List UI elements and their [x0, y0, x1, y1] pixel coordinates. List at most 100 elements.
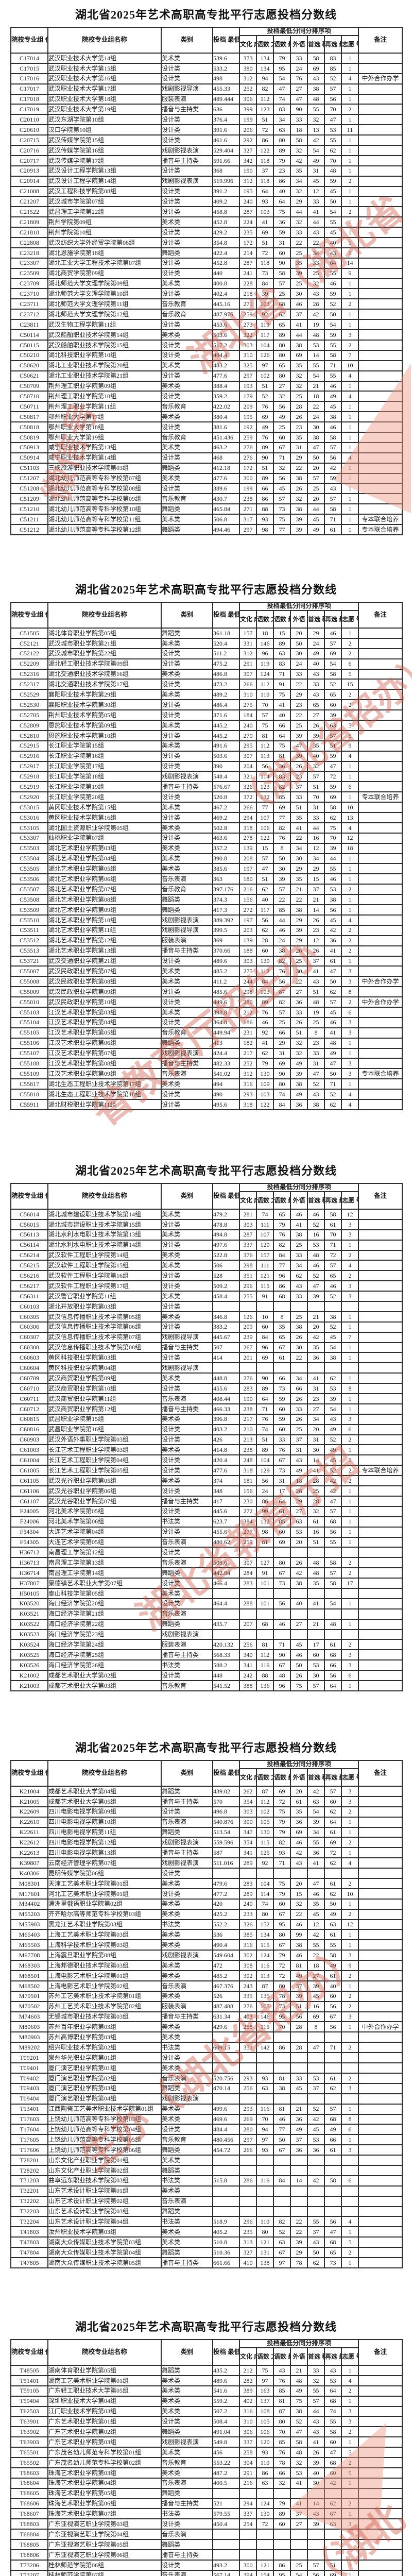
cell-yushu-sum: 138: [256, 2257, 274, 2268]
cell-yushu-max: 60: [273, 1423, 291, 1435]
cell-code: K22612: [10, 1837, 48, 1849]
cell-category: 播音与主持类: [161, 1495, 213, 1507]
cell-yushu-sum: 82: [256, 83, 274, 95]
cell-yushu-max: 82: [273, 781, 291, 793]
cell-first-subject: 50: [307, 452, 325, 464]
cell-reselect-max: 61: [324, 1826, 342, 1838]
cell-score: 359.2: [212, 391, 240, 402]
cell-code: T31203: [10, 2175, 48, 2187]
cell-score: 414.8: [212, 1444, 240, 1456]
cell-name: 广东亚视演艺职业学院第04组: [47, 2529, 162, 2540]
cell-yushu-sum: 93: [256, 196, 274, 208]
table-row: C17018 武汉职业技术大学第18组 服装表演 489.444 306 112 74 47 4…: [10, 93, 403, 105]
cell-code: C55104: [10, 1016, 48, 1028]
cell-foreign: 90: [290, 104, 308, 115]
cell-yushu-sum: 93: [256, 2144, 274, 2156]
cell-culture: [239, 2529, 257, 2540]
cell-first-subject: 12: [307, 185, 325, 197]
cell-code: C50913: [10, 442, 48, 453]
cell-score: 485.6: [212, 986, 240, 998]
cell-code: F24006: [10, 1516, 48, 1528]
cell-culture: 291: [239, 658, 257, 670]
cell-yushu-sum: 117: [256, 904, 274, 916]
cell-yushu-sum: 134: [256, 53, 274, 64]
table-row: M80903 苏州高博职业学院第03组 美术类: [10, 2031, 403, 2043]
cell-category: 美术类: [161, 2155, 213, 2166]
page-title: 湖北省2025年艺术高职高专批平行志愿投档分数线: [75, 1741, 337, 1754]
cell-remark: [358, 1413, 403, 1425]
cell-reselect-max: 74: [324, 2405, 342, 2417]
cell-yushu-max: 87: [273, 2405, 291, 2417]
cell-yushu-max: 31: [273, 1475, 291, 1487]
cell-remark: [358, 2365, 403, 2376]
cell-name: 曲阜远东职业技术学院第03组: [47, 2175, 162, 2187]
cell-remark: [358, 2206, 403, 2217]
cell-name: 广东轻工职业技术大学第05组: [47, 2385, 162, 2397]
table-row: C61005 长江艺术工程职业学院第05组 设计类 477.6 318 129 73 49 41…: [10, 1465, 403, 1477]
cell-first-subject: 16: [307, 2001, 325, 2012]
cell-first-subject: 55: [307, 360, 325, 371]
cell-yushu-max: [273, 2052, 291, 2064]
cell-yushu-max: 80: [273, 1980, 291, 1992]
table-row: C20913 武汉设计工程学院第13组 设计类 368 190 37 23 35 31 48 1: [10, 165, 403, 177]
cell-name: 武汉信息传播职业技术学院第06组: [47, 1321, 162, 1333]
cell-first-subject: 14: [307, 2498, 325, 2510]
cell-yushu-sum: 112: [256, 740, 274, 752]
cell-score: 398.8: [212, 1006, 240, 1018]
cell-reselect-max: 62: [324, 1098, 342, 1110]
cell-name: 成都艺术职业大学第03组: [47, 1680, 162, 1691]
cell-yushu-sum: 111: [256, 1218, 274, 1230]
cell-first-subject: 39: [307, 1291, 325, 1302]
cell-first-subject: 43: [307, 2236, 325, 2248]
cell-reselect-max: 55: [324, 863, 342, 875]
cell-reselect-max: 52: [324, 1291, 342, 1302]
cell-foreign: [290, 1608, 308, 1620]
cell-remark: [358, 247, 403, 259]
table-row: T73207 桂林师范学院第07组 音乐表演 567.14 394 154 95 54 56 69…: [10, 2569, 403, 2576]
cell-name: 湖北国土资源职业学院第05组: [47, 822, 162, 834]
cell-name: 广东亚视演艺职业学院第06组: [47, 2549, 162, 2561]
cell-yushu-sum: 57: [256, 853, 274, 865]
cell-reselect-max: 55: [324, 1939, 342, 1951]
cell-foreign: 22: [290, 2216, 308, 2228]
cell-category: 美术类: [161, 1929, 213, 1941]
cell-code: C56214: [10, 1249, 48, 1261]
cell-code: C52317: [10, 679, 48, 690]
cell-volunteer-no: 10: [340, 802, 359, 814]
cell-yushu-sum: 81: [256, 1536, 274, 1548]
cell-yushu-sum: 88: [256, 1670, 274, 1681]
cell-first-subject: 16: [307, 1229, 325, 1241]
cell-category: 戏剧影视表演: [161, 1629, 213, 1640]
cell-category: 设计类: [161, 185, 213, 197]
cell-yushu-sum: 63: [256, 2082, 274, 2094]
cell-volunteer-no: 1: [340, 853, 359, 865]
cell-remark: [358, 1352, 403, 1364]
cell-reselect-max: 61: [324, 523, 342, 535]
cell-foreign: 29: [290, 863, 308, 875]
cell-reselect-max: 58: [324, 431, 342, 443]
table-row: C23307 湖北工业大学工程技术学院第07组 设计类 452.8 287 118 90 35…: [10, 257, 403, 269]
cell-reselect-max: [324, 2062, 342, 2074]
cell-code: C17014: [10, 53, 48, 64]
col-header-yushu-sum: 语数 之和: [256, 610, 274, 629]
cell-name: 湖北开放职业学院第03组: [47, 1301, 162, 1312]
cell-reselect-max: 42: [324, 1485, 342, 1497]
cell-yushu-sum: 107: [256, 1229, 274, 1241]
cell-foreign: 38: [290, 1229, 308, 1241]
cell-yushu-sum: 115: [256, 1837, 274, 1849]
cell-code: C56014: [10, 1209, 48, 1220]
cell-category: 舞蹈类: [161, 894, 213, 906]
table-row: T13401 江西陶瓷工艺美术职业技术学院第01组 美术类 499.6 293 116 81…: [10, 2103, 403, 2115]
cell-remark: 中外合作办学: [358, 976, 403, 988]
cell-culture: 294: [239, 812, 257, 823]
cell-culture: 216: [239, 884, 257, 895]
cell-remark: [358, 1868, 403, 1879]
table-row: C17019 武汉职业技术大学第19组 播音与主持类 636 399 123 83 90 55 7…: [10, 104, 403, 115]
cell-foreign: 39: [290, 2236, 308, 2248]
cell-code: C52316: [10, 668, 48, 680]
cell-reselect-max: 62: [324, 1888, 342, 1900]
cell-foreign: 23: [290, 421, 308, 433]
cell-remark: [358, 1567, 403, 1579]
cell-score: 361.18: [212, 628, 240, 639]
cell-foreign: 30: [290, 965, 308, 977]
